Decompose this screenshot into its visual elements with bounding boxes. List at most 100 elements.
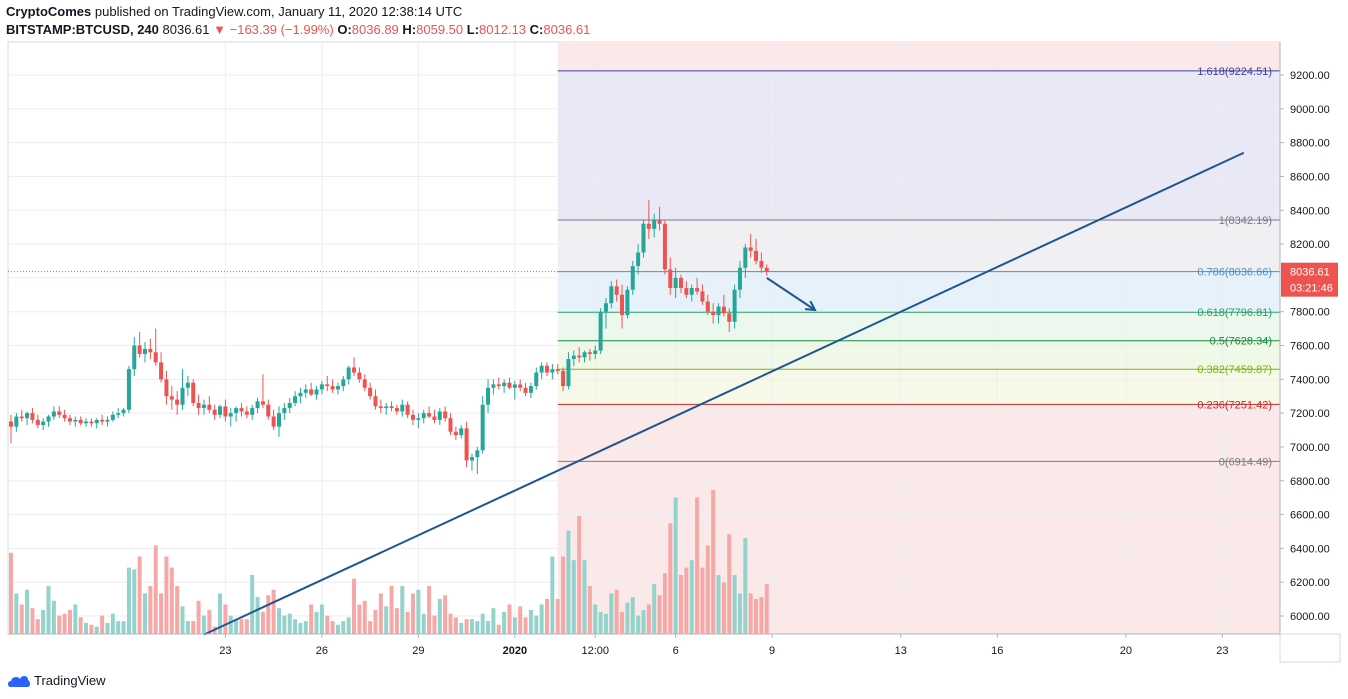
high-key: H: xyxy=(402,22,417,37)
volume-bar xyxy=(432,615,437,634)
high-value: 8059.50 xyxy=(416,22,464,37)
x-axis-tick-label: 23 xyxy=(1216,645,1228,657)
candle-body xyxy=(378,406,383,409)
volume-bar xyxy=(14,593,19,634)
last-price-tag-value: 8036.61 xyxy=(1290,267,1330,279)
volume-bar xyxy=(314,611,319,634)
fib-level-label: 0(6914.49) xyxy=(1219,456,1272,468)
fib-zone-bottom xyxy=(557,461,1280,634)
volume-bar xyxy=(491,608,496,634)
fib-zone xyxy=(557,70,1280,221)
volume-bar xyxy=(309,604,314,634)
candle-body xyxy=(282,408,287,414)
volume-bar xyxy=(357,604,362,634)
volume-bar xyxy=(486,621,491,634)
volume-bar xyxy=(443,595,448,634)
candle-body xyxy=(411,414,415,420)
candle-body xyxy=(309,389,314,395)
candle-body xyxy=(571,355,576,360)
volume-bar xyxy=(453,617,458,634)
tradingview-logo[interactable]: TradingView xyxy=(8,673,106,688)
y-axis-tick-label: 6800.00 xyxy=(1290,476,1330,488)
candle-body xyxy=(319,384,324,390)
volume-bar xyxy=(51,600,56,634)
author-name[interactable]: CryptoComes xyxy=(6,4,92,19)
fib-level-label: 1.618(9224.51) xyxy=(1197,66,1272,78)
volume-bar xyxy=(105,622,110,634)
candle-body xyxy=(9,421,13,427)
candle-body xyxy=(73,419,78,422)
candle-body xyxy=(662,223,667,270)
volume-bar xyxy=(711,490,716,634)
candle-body xyxy=(384,406,389,409)
support-trendline xyxy=(203,151,1245,636)
open-key: O: xyxy=(337,22,352,37)
candle-body xyxy=(25,413,30,419)
volume-bar xyxy=(239,619,244,634)
candle-body xyxy=(684,288,689,295)
publish-text: published on TradingView.com, January 11… xyxy=(94,4,463,19)
volume-bar xyxy=(223,604,228,634)
candle-body xyxy=(625,289,630,316)
candle-body xyxy=(732,289,737,322)
volume-bar xyxy=(67,610,72,634)
candle-body xyxy=(711,311,716,316)
volume-bar xyxy=(260,611,265,634)
volume-bar xyxy=(180,606,185,634)
candle-body xyxy=(239,408,244,412)
volume-bar xyxy=(582,560,587,634)
candle-body xyxy=(469,457,474,461)
candle-body xyxy=(191,382,196,403)
volume-bar xyxy=(9,552,13,634)
candle-body xyxy=(212,409,217,415)
x-axis-tick-label: 13 xyxy=(895,645,907,657)
candle-body xyxy=(89,421,94,424)
volume-bar xyxy=(614,589,619,634)
symbol-label: BITSTAMP:BTCUSD, 240 xyxy=(6,22,159,37)
candle-body xyxy=(427,413,432,417)
candle-body xyxy=(534,372,539,387)
volume-bar xyxy=(695,497,700,634)
price-change: ▼ −163.39 (−1.99%) xyxy=(213,22,334,37)
volume-bar xyxy=(78,617,83,634)
volume-bar xyxy=(185,621,190,634)
volume-bar xyxy=(255,597,260,634)
volume-bar xyxy=(534,615,539,634)
candle-body xyxy=(416,418,421,420)
volume-bar xyxy=(636,615,641,634)
volume-bar xyxy=(437,598,442,634)
candle-body xyxy=(368,387,373,397)
candle-body xyxy=(421,413,426,419)
candle-body xyxy=(748,247,753,251)
volume-bar xyxy=(126,567,131,634)
close-value: 8036.61 xyxy=(543,22,591,37)
candle-body xyxy=(394,408,399,412)
candle-body xyxy=(373,396,378,407)
volume-bar xyxy=(325,615,330,634)
volume-bar xyxy=(25,589,30,634)
volume-bar xyxy=(609,593,614,634)
volume-bar xyxy=(330,621,335,634)
candle-body xyxy=(62,414,67,419)
candle-body xyxy=(764,267,769,272)
candle-body xyxy=(437,411,442,420)
candle-body xyxy=(105,419,110,422)
last-price: 8036.61 xyxy=(162,22,210,37)
volume-bar xyxy=(705,545,710,634)
candle-body xyxy=(228,413,233,417)
volume-bar xyxy=(201,615,206,634)
volume-bar xyxy=(271,589,276,634)
candle-body xyxy=(341,379,346,387)
volume-bar xyxy=(668,523,673,634)
volume-bar xyxy=(721,582,726,634)
y-axis-tick-label: 7000.00 xyxy=(1290,442,1330,454)
candle-body xyxy=(314,389,319,395)
candle-body xyxy=(630,266,635,290)
volume-bar xyxy=(566,530,571,634)
candle-body xyxy=(582,352,587,358)
candle-body xyxy=(432,416,437,420)
fib-zone xyxy=(557,369,1280,405)
volume-bar xyxy=(598,611,603,634)
volume-bar xyxy=(298,622,303,634)
